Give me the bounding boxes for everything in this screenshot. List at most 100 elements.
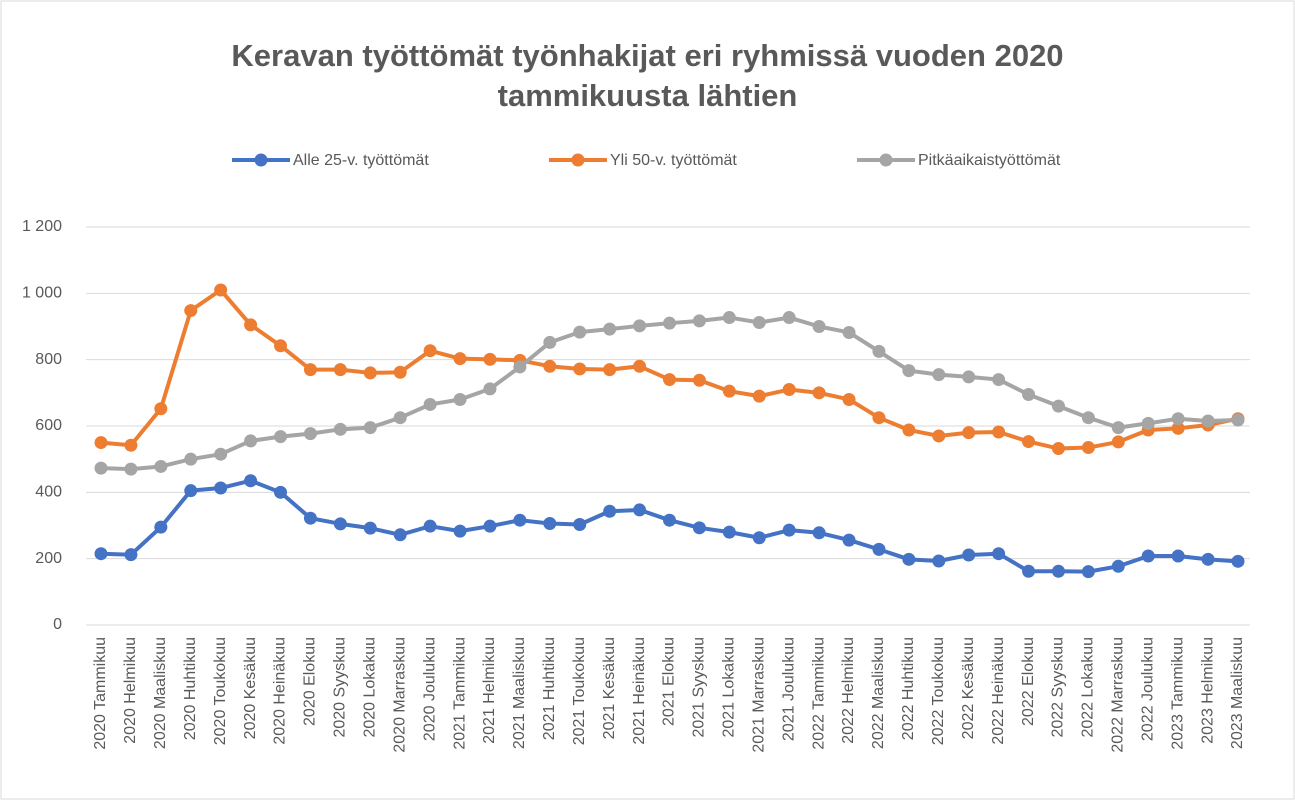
point — [453, 524, 467, 538]
point — [603, 322, 617, 336]
point — [274, 485, 288, 499]
x-tick-label: 2021 Helmikuu — [481, 637, 498, 744]
x-tick-label: 2020 Heinäkuu — [272, 637, 289, 745]
point — [962, 370, 976, 384]
point — [363, 421, 377, 435]
point — [124, 438, 138, 452]
point — [1081, 441, 1095, 455]
point — [1171, 549, 1185, 563]
point — [214, 447, 228, 461]
point — [154, 402, 168, 416]
point — [423, 344, 437, 358]
legend-label: Pitkäaikaistyöttömät — [918, 152, 1061, 169]
y-tick-label: 600 — [35, 417, 62, 434]
point — [1171, 421, 1185, 435]
point — [124, 548, 138, 562]
point — [692, 373, 706, 387]
point — [1111, 421, 1125, 435]
x-tick-label: 2022 Huhtikuu — [900, 637, 917, 740]
point — [752, 316, 766, 330]
x-tick-label: 2022 Syyskuu — [1050, 637, 1067, 738]
point — [1022, 387, 1036, 401]
point — [1081, 565, 1095, 579]
legend-marker — [571, 153, 585, 167]
point — [1201, 552, 1215, 566]
x-tick-label: 2021 Marraskuu — [750, 637, 767, 753]
y-tick-label: 400 — [35, 484, 62, 501]
y-tick-label: 200 — [35, 550, 62, 567]
series-line — [100, 288, 1239, 451]
point — [154, 520, 168, 534]
x-tick-label: 2021 Syyskuu — [691, 637, 708, 738]
point — [722, 384, 736, 398]
point — [932, 368, 946, 382]
point — [1022, 435, 1036, 449]
point — [722, 311, 736, 325]
point — [1111, 435, 1125, 449]
point — [782, 523, 796, 537]
point — [902, 364, 916, 378]
x-tick-label: 2021 Huhtikuu — [541, 637, 558, 740]
x-tick-label: 2023 Maaliskuu — [1229, 637, 1246, 749]
point — [274, 430, 288, 444]
point — [513, 513, 527, 527]
x-tick-label: 2020 Tammikuu — [92, 637, 109, 750]
point — [872, 344, 886, 358]
point — [812, 320, 826, 333]
point — [633, 359, 647, 373]
x-tick-label: 2023 Tammikuu — [1169, 637, 1186, 750]
legend-label: Yli 50-v. työttömät — [610, 152, 737, 169]
x-tick-label: 2020 Joulukuu — [421, 637, 438, 741]
point — [184, 452, 198, 466]
point — [423, 397, 437, 411]
point — [1081, 411, 1095, 425]
point — [633, 503, 647, 517]
x-tick-label: 2020 Huhtikuu — [182, 637, 199, 740]
x-tick-label: 2022 Marraskuu — [1110, 637, 1127, 753]
x-tick-label: 2020 Syyskuu — [332, 637, 349, 738]
point — [513, 360, 527, 374]
point — [782, 311, 796, 325]
point — [453, 392, 467, 406]
point — [244, 434, 258, 448]
point — [483, 519, 497, 533]
x-tick-label: 2020 Helmikuu — [122, 637, 139, 744]
x-tick-label: 2020 Marraskuu — [391, 637, 408, 753]
point — [692, 314, 706, 328]
point — [94, 547, 108, 561]
point — [393, 365, 407, 379]
point — [184, 484, 198, 498]
x-tick-label: 2021 Maaliskuu — [511, 637, 528, 749]
legend-marker — [879, 153, 893, 167]
x-tick-label: 2020 Elokuu — [302, 637, 319, 726]
legend-marker — [254, 153, 268, 167]
x-tick-label: 2023 Helmikuu — [1199, 637, 1216, 744]
point — [184, 304, 198, 318]
point — [692, 521, 706, 535]
point — [932, 554, 946, 568]
point — [363, 366, 377, 380]
y-tick-label: 0 — [53, 616, 62, 633]
point — [842, 392, 856, 406]
point — [453, 352, 467, 366]
point — [603, 504, 617, 518]
x-tick-label: 2022 Kesäkuu — [960, 637, 977, 739]
point — [842, 325, 856, 339]
point — [1051, 399, 1065, 413]
point — [1141, 549, 1155, 563]
point — [603, 363, 617, 377]
point — [722, 525, 736, 539]
x-tick-label: 2022 Lokakuu — [1080, 637, 1097, 738]
point — [962, 426, 976, 440]
point — [663, 373, 676, 387]
point — [543, 359, 557, 373]
point — [393, 411, 407, 425]
point — [782, 383, 796, 397]
x-tick-label: 2021 Joulukuu — [780, 637, 797, 741]
point — [663, 316, 676, 330]
point — [244, 318, 258, 332]
point — [363, 521, 377, 535]
point — [1051, 564, 1065, 578]
x-tick-label: 2021 Elokuu — [661, 637, 678, 726]
